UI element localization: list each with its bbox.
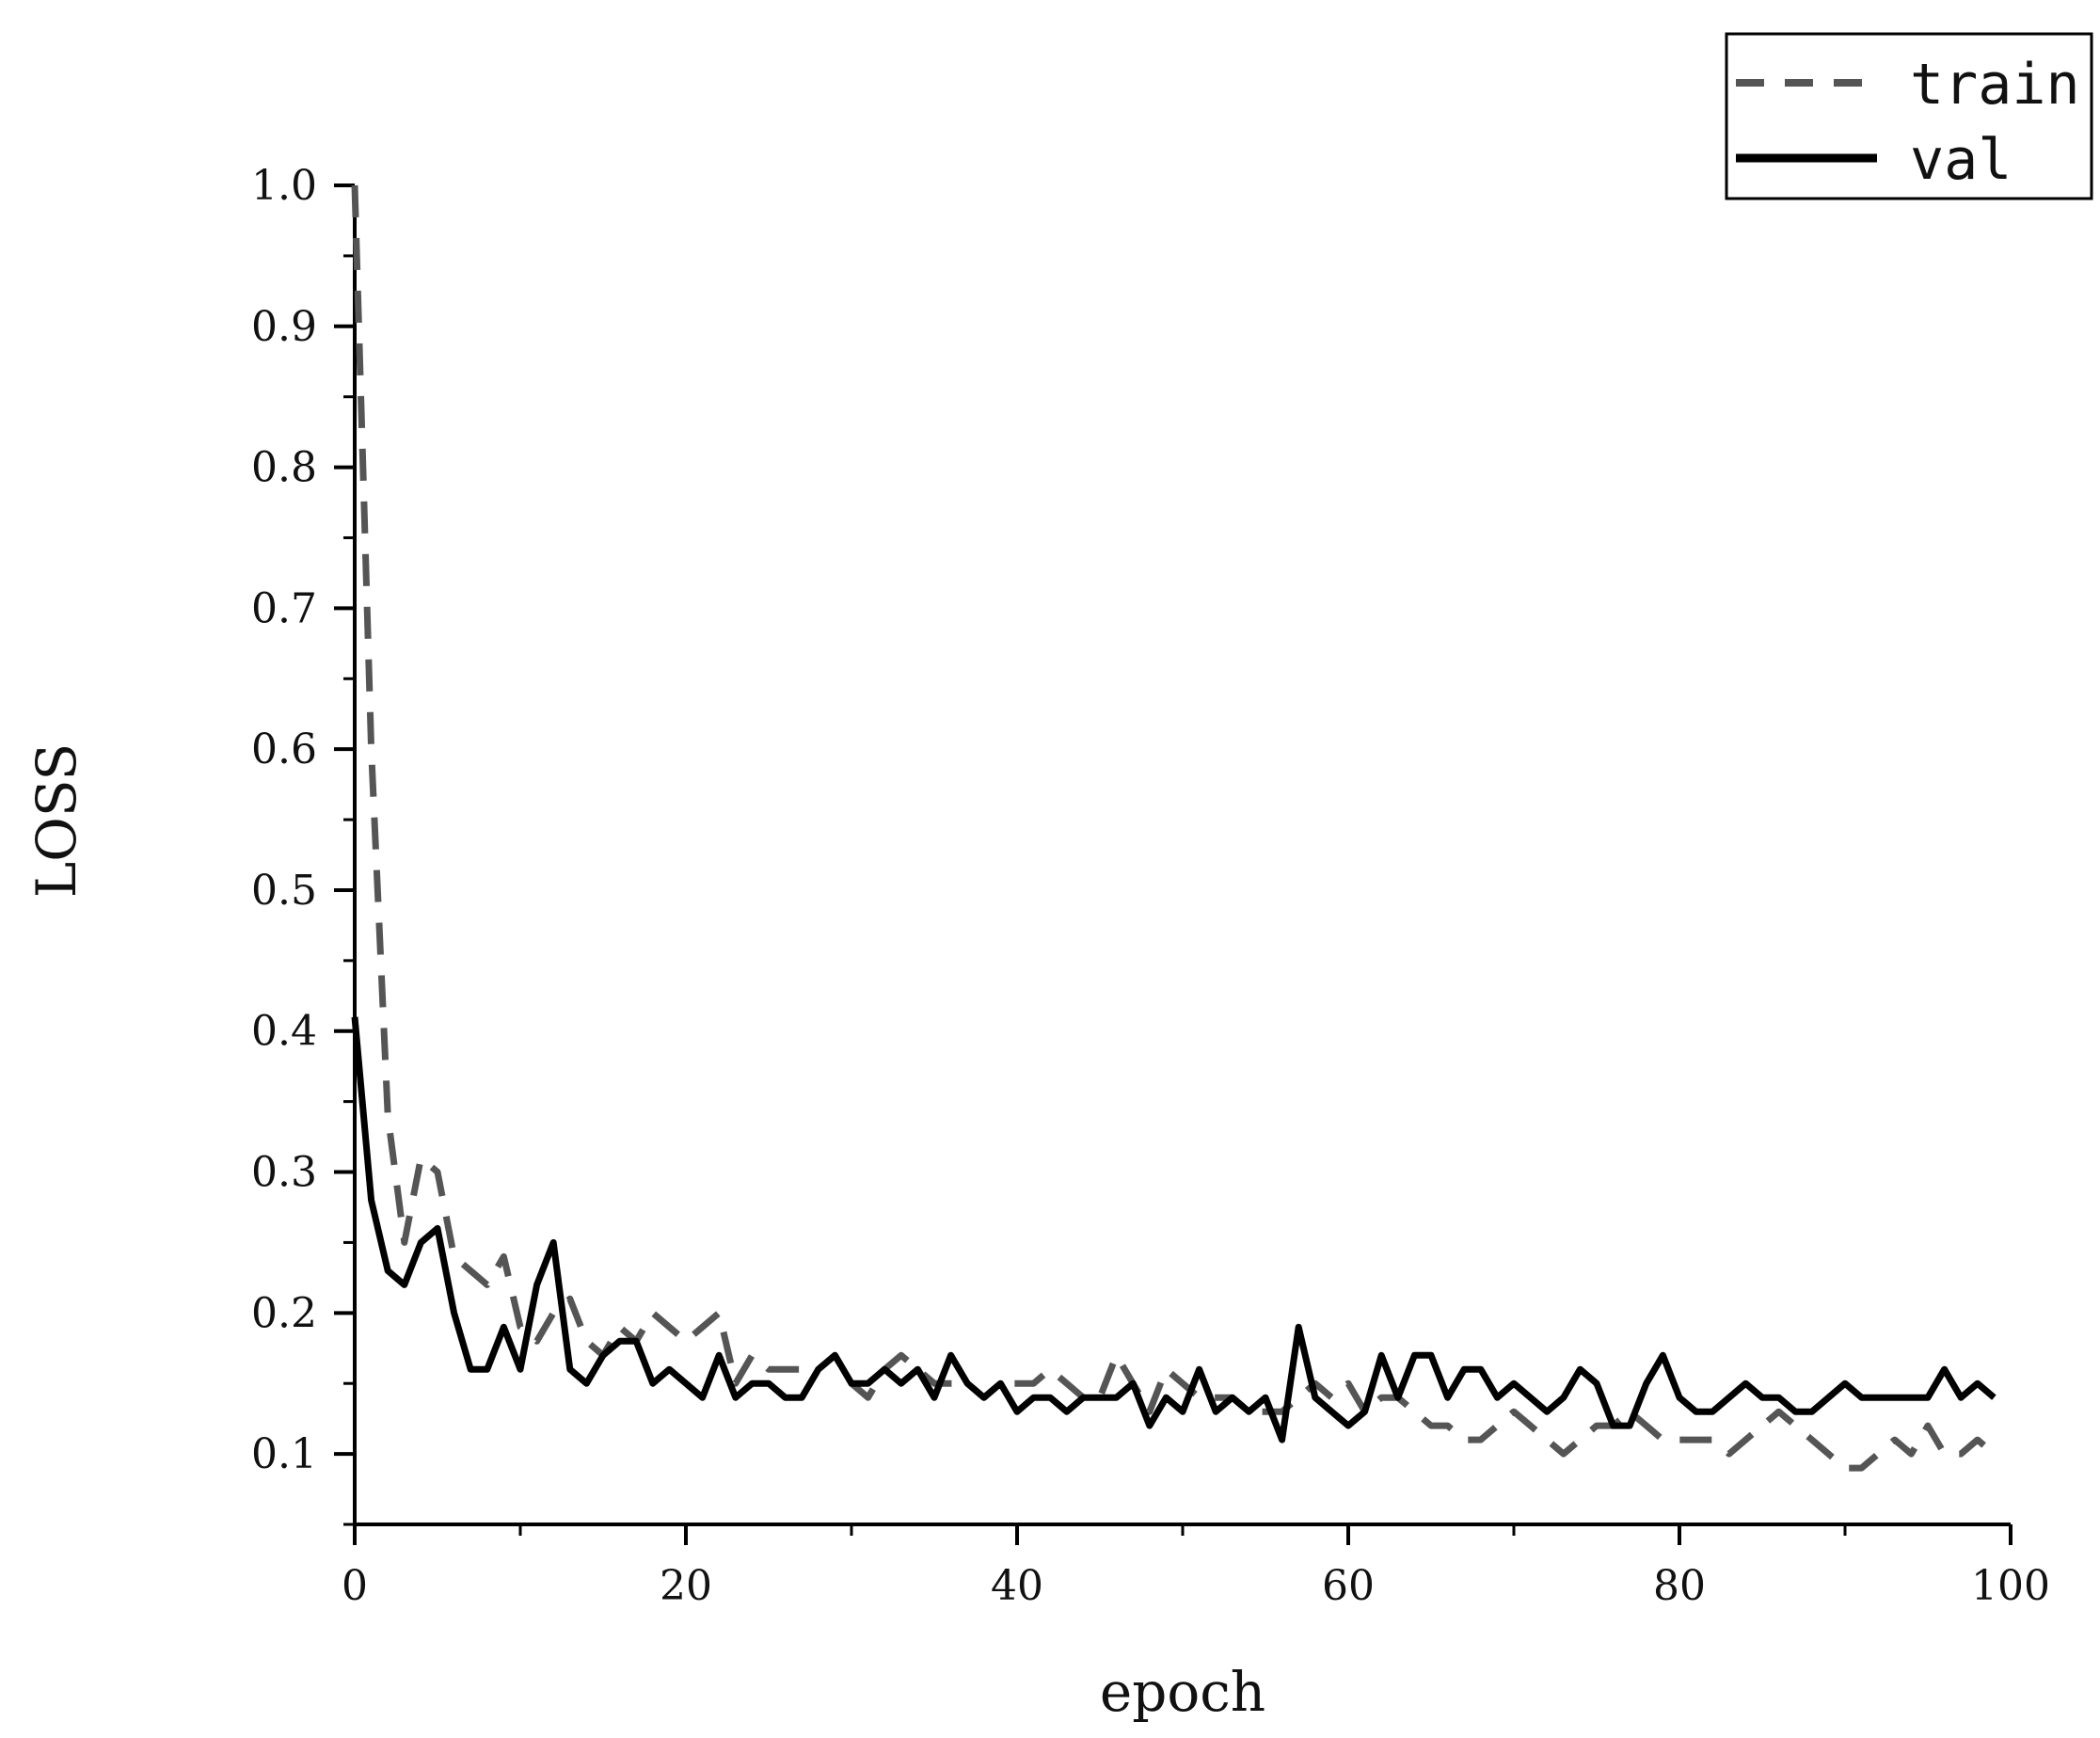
x-tick-label: 100 bbox=[1971, 1562, 2050, 1610]
x-axis-title: epoch bbox=[1100, 1660, 1265, 1724]
x-tick-label: 60 bbox=[1322, 1562, 1375, 1610]
legend-label-val: val bbox=[1910, 127, 2012, 193]
y-tick-label: 0.1 bbox=[251, 1430, 317, 1478]
y-tick-label: 0.9 bbox=[251, 303, 317, 351]
y-tick-label: 0.4 bbox=[251, 1008, 317, 1056]
x-tick-label: 0 bbox=[342, 1562, 368, 1610]
series-layer bbox=[351, 184, 1997, 1472]
y-tick-label: 1.0 bbox=[251, 162, 317, 210]
y-tick-label: 0.3 bbox=[251, 1149, 317, 1197]
y-tick-label: 0.7 bbox=[251, 584, 317, 632]
y-axis-title: LOSS bbox=[24, 743, 88, 899]
y-tick-label: 0.8 bbox=[251, 444, 317, 492]
legend-label-train: train bbox=[1910, 52, 2080, 118]
axes: 0 20 40 60 80 100 0.1 0.2 0.3 0.4 0.5 0.6 0.7 0.8 0.9 1… bbox=[251, 162, 2050, 1610]
series-line-train bbox=[351, 184, 1997, 1472]
y-tick-label: 0.5 bbox=[251, 867, 317, 915]
series-line-val bbox=[351, 1016, 1997, 1443]
legend: train val bbox=[1725, 32, 2093, 200]
x-tick-label: 80 bbox=[1653, 1562, 1706, 1610]
y-tick-label: 0.6 bbox=[251, 725, 317, 773]
x-tick-label: 20 bbox=[660, 1562, 712, 1610]
y-tick-label: 0.2 bbox=[251, 1289, 317, 1337]
x-tick-label: 40 bbox=[991, 1562, 1043, 1610]
legend-box bbox=[1725, 32, 2093, 200]
